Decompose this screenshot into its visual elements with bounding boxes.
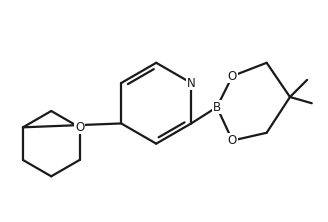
Text: O: O xyxy=(228,134,237,147)
Text: N: N xyxy=(187,77,195,89)
Text: O: O xyxy=(228,69,237,83)
Text: B: B xyxy=(213,101,221,114)
Text: O: O xyxy=(75,121,84,134)
